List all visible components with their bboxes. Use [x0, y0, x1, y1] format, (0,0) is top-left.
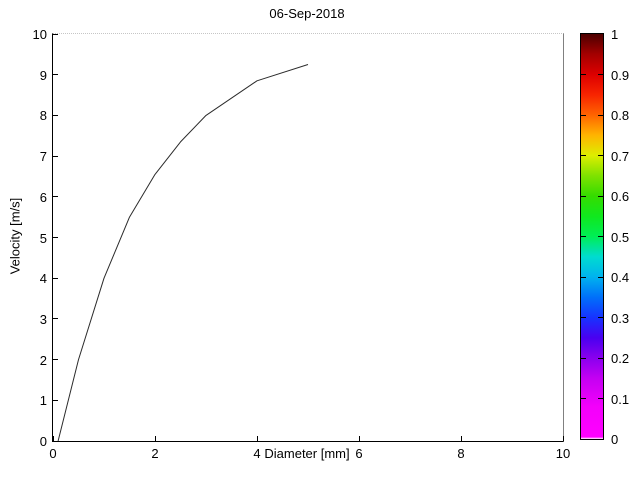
drop-terminal-velocity-curve	[57, 64, 309, 442]
y-tick-label: 6	[39, 189, 47, 205]
colorbar-tick-left	[581, 74, 586, 75]
x-axis-label: Diameter [mm]	[264, 446, 350, 461]
y-tick-label: 1	[39, 393, 47, 409]
chart-title: 06-Sep-2018	[269, 6, 345, 21]
y-tick	[53, 440, 58, 442]
colorbar-tick-label: 0.2	[611, 351, 630, 366]
x-tick	[256, 436, 258, 441]
colorbar-tick-right	[598, 195, 603, 197]
y-tick-label: 3	[39, 311, 47, 327]
colorbar-tick-label: 0.9	[611, 67, 630, 83]
colorbar-tick-left	[581, 236, 586, 237]
colorbar-tick-label: 0.6	[611, 189, 630, 204]
plot-area: 0 2 4 6 8 10 0 1 2 3 4 5 6 7 8 9 10	[33, 27, 571, 461]
y-tick	[53, 33, 58, 35]
y-tick-label: 10	[32, 27, 47, 42]
colorbar-tick-right	[598, 114, 603, 116]
colorbar-tick-right	[598, 398, 603, 399]
colorbar-tick-label: 0.1	[611, 391, 630, 407]
colorbar-tick-left	[581, 114, 586, 116]
curve-layer	[57, 64, 309, 442]
y-tick-label: 4	[39, 271, 47, 287]
colorbar-tick-left	[581, 398, 586, 399]
colorbar-tick-label: 0.7	[611, 148, 630, 164]
y-tick-label: 2	[39, 352, 47, 368]
colorbar-tick-right	[598, 357, 603, 359]
colorbar-tick-label: 0.8	[611, 108, 630, 123]
y-tick	[53, 318, 58, 320]
x-tick	[358, 436, 360, 441]
y-tick	[53, 196, 58, 198]
colorbar-tick-left	[581, 155, 586, 156]
y-tick	[53, 359, 58, 361]
x-tick	[52, 436, 54, 441]
y-tick-label: 7	[39, 149, 47, 165]
colorbar-tick-label: 0.3	[611, 310, 630, 326]
colorbar-tick-label: 1	[611, 27, 619, 42]
x-tick-label: 0	[49, 446, 57, 461]
colorbar-gradient	[581, 34, 603, 439]
colorbar-tick-right	[598, 276, 603, 278]
colorbar: 0 0.1 0.2 0.3 0.4 0.5 0.6 0.7 0.8 0.9 1	[580, 27, 629, 447]
colorbar-tick-right	[598, 317, 603, 318]
y-tick-label: 5	[39, 230, 47, 246]
colorbar-tick-left	[581, 195, 586, 197]
colorbar-tick-label: 0.4	[611, 270, 630, 285]
colorbar-tick-label: 0	[611, 432, 619, 447]
y-tick	[53, 74, 58, 76]
colorbar-tick-left	[581, 357, 586, 359]
x-tick	[562, 436, 564, 441]
x-tick	[460, 436, 462, 441]
y-tick	[53, 155, 58, 157]
y-tick-label: 0	[39, 434, 47, 449]
y-tick	[53, 114, 58, 116]
colorbar-tick-right	[598, 74, 603, 75]
colorbar-tick-right	[598, 236, 603, 237]
x-tick-label: 2	[151, 446, 159, 461]
x-tick-label: 10	[555, 446, 571, 461]
x-tick	[154, 436, 156, 441]
x-tick-label: 6	[355, 446, 363, 461]
colorbar-tick-label: 0.5	[611, 229, 630, 245]
y-tick	[53, 399, 58, 401]
y-tick	[53, 237, 58, 238]
x-tick-label: 4	[253, 446, 261, 461]
y-tick-label: 9	[39, 67, 47, 83]
y-tick-label: 8	[39, 108, 47, 124]
colorbar-tick-left	[581, 317, 586, 318]
x-tick-label: 8	[457, 446, 465, 461]
colorbar-tick-left	[581, 276, 586, 278]
colorbar-tick-right	[598, 155, 603, 156]
y-tick	[53, 277, 58, 279]
